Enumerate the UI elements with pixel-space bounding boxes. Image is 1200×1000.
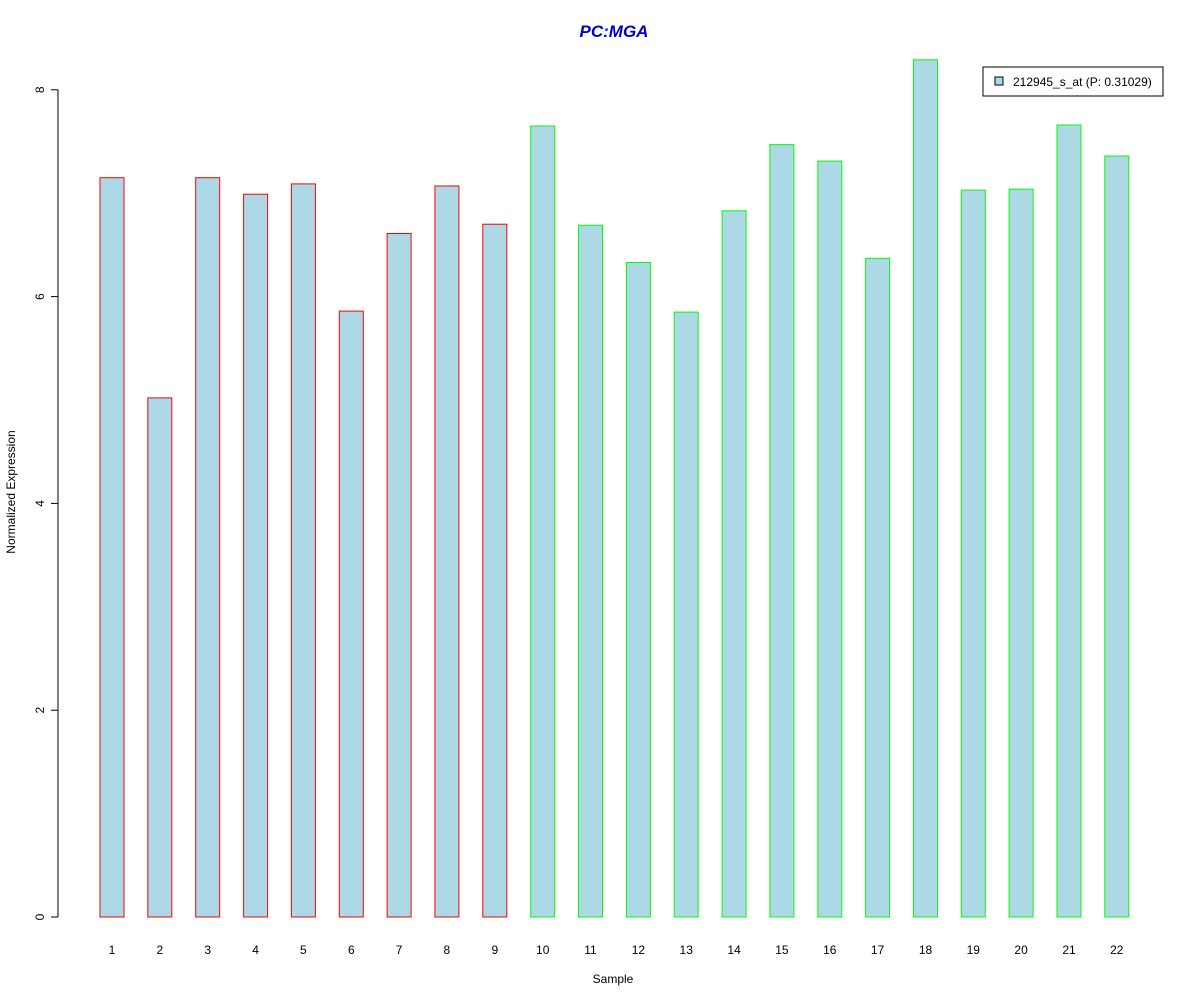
y-tick-label: 6 bbox=[33, 293, 47, 300]
bar-sample-3 bbox=[195, 177, 221, 918]
bar-sample-7 bbox=[386, 233, 412, 918]
bar-sample-11 bbox=[578, 224, 603, 918]
x-tick-label: 12 bbox=[632, 943, 646, 957]
legend-swatch bbox=[994, 76, 1004, 86]
x-tick-label: 4 bbox=[252, 943, 259, 957]
y-tick-label: 0 bbox=[33, 913, 47, 920]
bar-sample-20 bbox=[1008, 188, 1034, 918]
x-axis-title: Sample bbox=[593, 972, 634, 986]
x-tick-label: 14 bbox=[727, 943, 741, 957]
x-tick-labels: 1 2 3 4 5 6 7 8 9 10 11 12 13 14 15 16 17 18 19 20 21 22 bbox=[109, 943, 1124, 957]
legend-label: 212945_s_at (P: 0.31029) bbox=[1013, 75, 1152, 89]
bar-sample-12 bbox=[625, 262, 651, 918]
bar-sample-17 bbox=[865, 257, 891, 918]
y-axis-title: Normalized Expression bbox=[4, 430, 18, 553]
x-tick-label: 7 bbox=[396, 943, 403, 957]
bar-sample-9 bbox=[482, 223, 508, 918]
x-tick-label: 5 bbox=[300, 943, 307, 957]
legend: 212945_s_at (P: 0.31029) bbox=[982, 66, 1164, 97]
x-tick-label: 1 bbox=[109, 943, 116, 957]
bar-sample-5 bbox=[290, 183, 316, 918]
bar-sample-13 bbox=[673, 311, 699, 918]
y-axis: 0 2 4 6 8 bbox=[33, 86, 59, 920]
bar-sample-15 bbox=[769, 144, 795, 918]
x-tick-label: 16 bbox=[823, 943, 837, 957]
x-tick-label: 13 bbox=[680, 943, 694, 957]
x-tick-label: 17 bbox=[871, 943, 885, 957]
x-tick-label: 9 bbox=[491, 943, 498, 957]
bar-sample-4 bbox=[243, 193, 269, 918]
bar-sample-6 bbox=[338, 310, 364, 918]
bar-sample-14 bbox=[721, 210, 747, 918]
x-tick-label: 15 bbox=[775, 943, 789, 957]
bars bbox=[99, 59, 1130, 918]
x-tick-label: 21 bbox=[1062, 943, 1076, 957]
bar-sample-19 bbox=[960, 189, 986, 918]
bar-sample-18 bbox=[913, 59, 938, 918]
y-tick-label: 2 bbox=[33, 707, 47, 714]
x-tick-label: 19 bbox=[967, 943, 981, 957]
bar-sample-2 bbox=[147, 397, 173, 918]
x-tick-label: 22 bbox=[1110, 943, 1124, 957]
y-tick-label: 8 bbox=[33, 86, 47, 93]
x-tick-label: 20 bbox=[1014, 943, 1028, 957]
x-tick-label: 10 bbox=[536, 943, 550, 957]
bar-sample-16 bbox=[817, 160, 843, 918]
x-tick-label: 2 bbox=[156, 943, 163, 957]
x-tick-label: 3 bbox=[204, 943, 211, 957]
bar-sample-21 bbox=[1056, 124, 1082, 918]
bar-sample-8 bbox=[434, 185, 460, 918]
y-tick-label: 4 bbox=[33, 500, 47, 507]
bar-sample-1 bbox=[99, 177, 125, 918]
bar-sample-10 bbox=[530, 125, 556, 918]
bar-sample-22 bbox=[1104, 155, 1130, 918]
x-tick-label: 6 bbox=[348, 943, 355, 957]
x-tick-label: 8 bbox=[444, 943, 451, 957]
legend-box bbox=[982, 66, 1164, 97]
chart-title: PC:MGA bbox=[580, 22, 649, 41]
x-tick-label: 11 bbox=[584, 943, 597, 957]
x-tick-label: 18 bbox=[919, 943, 933, 957]
